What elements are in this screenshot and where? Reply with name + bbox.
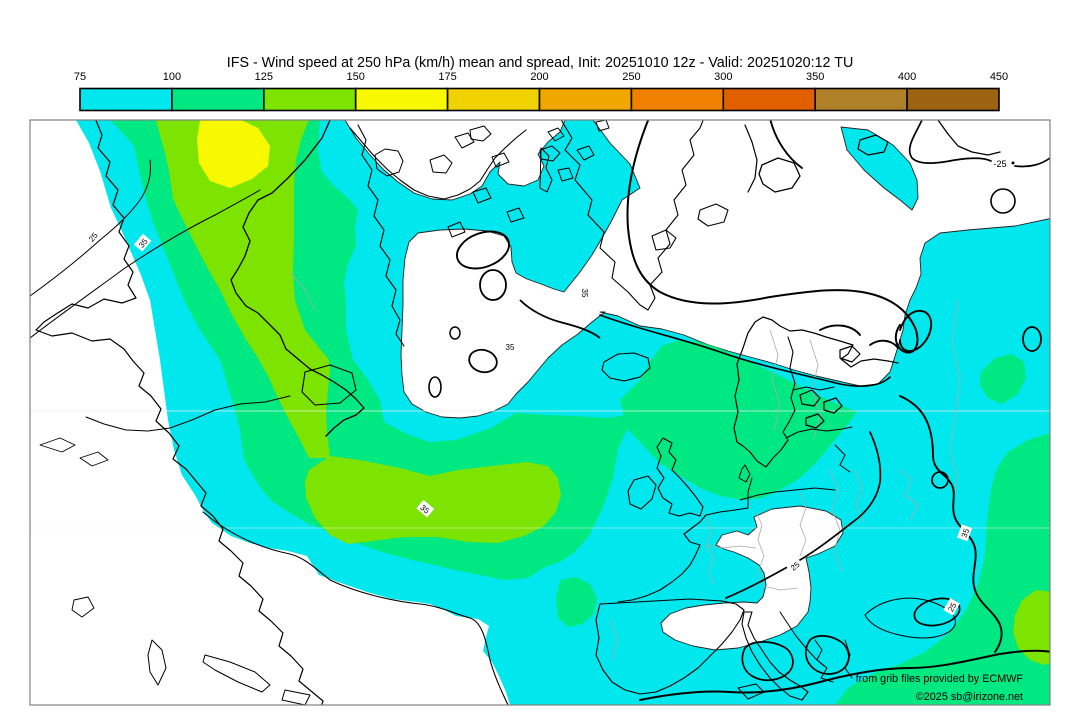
svg-text:75: 75 [74, 71, 86, 83]
svg-text:300: 300 [714, 71, 732, 83]
svg-text:35: 35 [506, 343, 515, 352]
svg-text:35: 35 [960, 527, 972, 539]
svg-text:from grib files provided by EC: from grib files provided by ECMWF [856, 673, 1024, 685]
svg-text:400: 400 [898, 71, 916, 83]
svg-text:150: 150 [347, 71, 365, 83]
svg-text:-25: -25 [993, 159, 1006, 169]
svg-text:35: 35 [580, 289, 589, 298]
svg-text:IFS - Wind speed at 250 hPa (k: IFS - Wind speed at 250 hPa (km/h) mean … [227, 55, 854, 71]
svg-text:175: 175 [438, 71, 456, 83]
svg-text:©2025 sb@irizone.net: ©2025 sb@irizone.net [916, 691, 1023, 703]
svg-text:450: 450 [990, 71, 1008, 83]
svg-text:350: 350 [806, 71, 824, 83]
svg-text:200: 200 [530, 71, 548, 83]
svg-text:250: 250 [622, 71, 640, 83]
svg-text:100: 100 [163, 71, 181, 83]
svg-text:125: 125 [255, 71, 273, 83]
